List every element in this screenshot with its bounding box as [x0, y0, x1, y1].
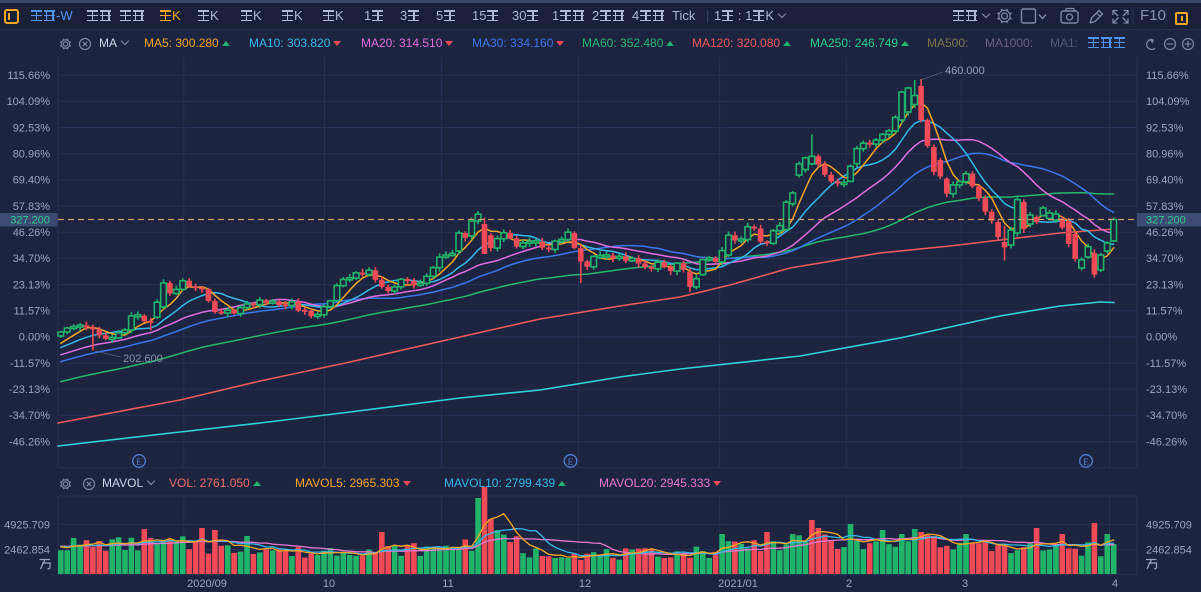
svg-text:23.13%: 23.13%	[1146, 279, 1184, 291]
svg-text:2462.854: 2462.854	[1146, 545, 1192, 557]
svg-text:2462.854: 2462.854	[4, 545, 50, 557]
svg-text:-34.70%: -34.70%	[1146, 410, 1187, 422]
svg-text:3: 3	[962, 578, 968, 590]
svg-text:104.09%: 104.09%	[7, 96, 51, 108]
svg-text:104.09%: 104.09%	[1146, 96, 1190, 108]
svg-text:4925.709: 4925.709	[1146, 519, 1192, 531]
svg-text:34.70%: 34.70%	[1146, 253, 1184, 265]
svg-text:-23.13%: -23.13%	[1146, 384, 1187, 396]
svg-text:2020/09: 2020/09	[187, 578, 227, 590]
svg-text:10: 10	[323, 578, 335, 590]
svg-text:80.96%: 80.96%	[1146, 149, 1184, 161]
svg-text:4: 4	[1112, 578, 1118, 590]
svg-text:E: E	[568, 458, 574, 468]
svg-text:E: E	[136, 458, 142, 468]
svg-text:327.200: 327.200	[1146, 215, 1186, 227]
svg-text:34.70%: 34.70%	[13, 253, 51, 265]
svg-text:80.96%: 80.96%	[13, 149, 51, 161]
svg-text:11.57%: 11.57%	[1146, 306, 1183, 318]
svg-text:327.200: 327.200	[10, 215, 50, 227]
svg-text:0.00%: 0.00%	[19, 332, 50, 344]
svg-text:92.53%: 92.53%	[13, 122, 51, 134]
svg-text:69.40%: 69.40%	[13, 175, 51, 187]
svg-text:-11.57%: -11.57%	[1146, 358, 1186, 370]
svg-text:115.66%: 115.66%	[7, 70, 50, 82]
svg-text:11.57%: 11.57%	[14, 306, 51, 318]
svg-text:12: 12	[579, 578, 591, 590]
svg-text:57.83%: 57.83%	[1146, 201, 1184, 213]
svg-text:69.40%: 69.40%	[1146, 175, 1184, 187]
svg-text:2021/01: 2021/01	[718, 578, 758, 590]
svg-text:-34.70%: -34.70%	[9, 410, 50, 422]
svg-text:460.000: 460.000	[945, 65, 985, 77]
svg-text:46.26%: 46.26%	[13, 227, 51, 239]
svg-text:-23.13%: -23.13%	[9, 384, 50, 396]
svg-text:92.53%: 92.53%	[1146, 122, 1184, 134]
svg-text:-11.57%: -11.57%	[10, 358, 50, 370]
svg-text:23.13%: 23.13%	[13, 279, 51, 291]
svg-text:0.00%: 0.00%	[1146, 332, 1177, 344]
svg-text:-46.26%: -46.26%	[1146, 436, 1187, 448]
svg-text:202.600: 202.600	[123, 353, 163, 365]
svg-text:115.66%: 115.66%	[1146, 70, 1189, 82]
svg-text:E: E	[1083, 458, 1089, 468]
svg-text:57.83%: 57.83%	[13, 201, 51, 213]
svg-text:-46.26%: -46.26%	[9, 436, 50, 448]
svg-text:2: 2	[846, 578, 852, 590]
svg-text:46.26%: 46.26%	[1146, 227, 1184, 239]
svg-text:4925.709: 4925.709	[4, 519, 50, 531]
svg-text:11: 11	[442, 578, 453, 590]
